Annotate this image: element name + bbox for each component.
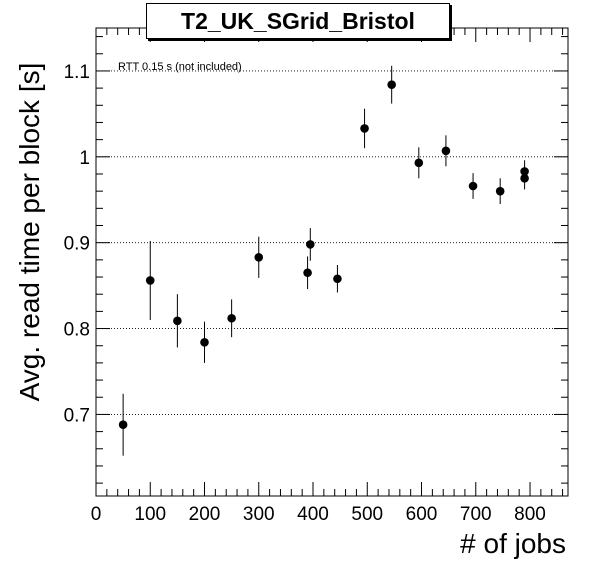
- point-marker: [173, 316, 182, 326]
- point-marker: [333, 274, 342, 284]
- plot-frame: [95, 27, 569, 497]
- x-tick-label: 0: [91, 504, 102, 525]
- data-point: [118, 393, 128, 456]
- point-marker: [360, 124, 369, 133]
- data-point: [254, 236, 264, 278]
- data-point: [441, 135, 451, 167]
- y-axis-label: Avg. read time per block [s]: [14, 62, 45, 402]
- x-tick-label: 400: [297, 504, 329, 525]
- x-tick-label: 300: [243, 504, 275, 525]
- point-marker: [387, 80, 396, 89]
- data-points: [118, 65, 529, 456]
- y-tick-label: 1.1: [64, 62, 90, 83]
- chart-title: T2_UK_SGrid_Bristol: [146, 3, 450, 39]
- point-marker: [495, 186, 505, 196]
- data-point: [173, 294, 182, 348]
- y-tick-label: 0.7: [64, 405, 90, 426]
- point-marker: [441, 146, 451, 156]
- y-tick-label: 1: [79, 148, 90, 169]
- grid-lines: [96, 70, 568, 415]
- point-marker: [227, 313, 236, 323]
- y-axis-ticks: 0.7 0.8 0.9 1 1.1: [64, 36, 568, 484]
- data-point: [387, 65, 396, 104]
- data-point: [360, 108, 369, 149]
- point-marker: [145, 276, 155, 285]
- data-point: [227, 299, 236, 338]
- point-marker: [200, 337, 209, 347]
- data-point: [145, 240, 155, 320]
- x-tick-label: 100: [134, 504, 166, 525]
- x-tick-label: 700: [460, 504, 492, 525]
- x-tick-label: 600: [406, 504, 438, 525]
- rtt-annotation: RTT 0.15 s (not included): [118, 61, 242, 73]
- x-tick-label: 500: [351, 504, 383, 525]
- point-marker: [303, 268, 312, 278]
- point-marker: [254, 252, 264, 262]
- data-point: [303, 256, 312, 290]
- x-tick-label: 800: [514, 504, 546, 525]
- point-marker: [520, 173, 529, 183]
- point-marker: [468, 181, 478, 191]
- point-marker: [118, 420, 128, 430]
- point-marker: [305, 240, 315, 249]
- data-point: [468, 173, 478, 199]
- data-point: [333, 265, 342, 293]
- data-point: [495, 178, 505, 205]
- y-tick-label: 0.9: [64, 234, 90, 255]
- data-point: [520, 167, 529, 190]
- data-point: [414, 147, 424, 179]
- x-axis-label: # of jobs: [460, 528, 566, 559]
- point-marker: [414, 158, 424, 168]
- x-axis-ticks: 0 100 200 300 400 500 600 700 800: [91, 28, 564, 525]
- data-point: [305, 228, 315, 261]
- data-point: [200, 321, 209, 363]
- y-tick-label: 0.8: [64, 320, 90, 341]
- x-tick-label: 200: [189, 504, 221, 525]
